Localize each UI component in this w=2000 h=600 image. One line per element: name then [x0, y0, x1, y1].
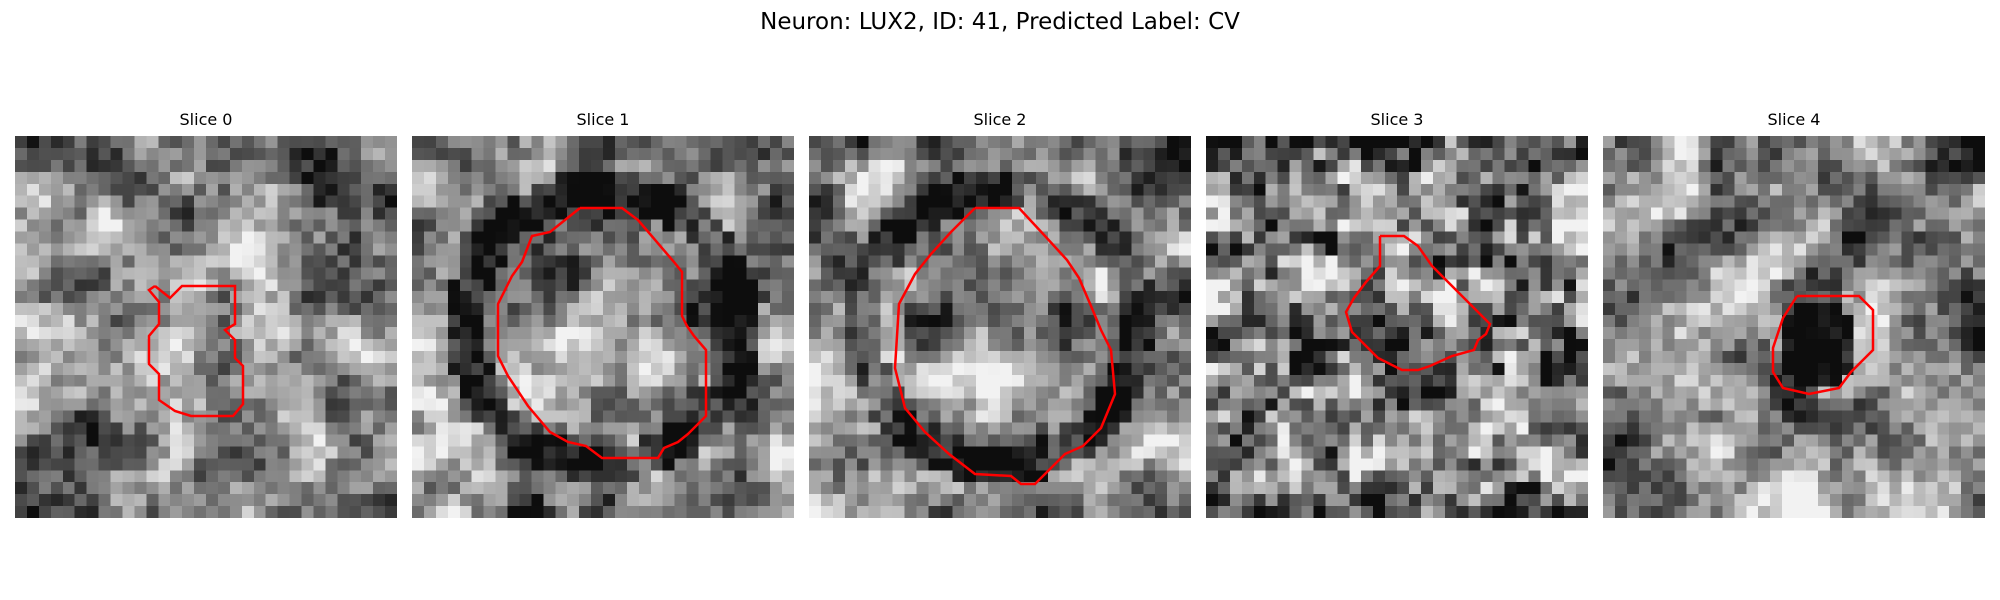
slice-panel-3: Slice 3 — [1206, 110, 1588, 518]
slice-image — [1603, 136, 1985, 518]
slice-title: Slice 1 — [576, 110, 630, 129]
slice-title: Slice 3 — [1370, 110, 1424, 129]
segmentation-contour — [1344, 234, 1492, 372]
segmentation-contour — [496, 206, 708, 460]
slice-title: Slice 4 — [1767, 110, 1821, 129]
segmentation-contour — [1771, 294, 1875, 396]
slice-panel-1: Slice 1 — [412, 110, 794, 518]
figure-title: Neuron: LUX2, ID: 41, Predicted Label: C… — [760, 9, 1240, 35]
slice-image — [412, 136, 794, 518]
slice-image — [1206, 136, 1588, 518]
slice-panel-2: Slice 2 — [809, 110, 1191, 518]
segmentation-contour — [893, 206, 1117, 486]
slice-image — [15, 136, 397, 518]
slice-panel-0: Slice 0 — [15, 110, 397, 518]
segmentation-contour — [147, 284, 245, 418]
slice-panel-4: Slice 4 — [1603, 110, 1985, 518]
slice-title: Slice 2 — [973, 110, 1027, 129]
slice-title: Slice 0 — [179, 110, 233, 129]
slice-image — [809, 136, 1191, 518]
